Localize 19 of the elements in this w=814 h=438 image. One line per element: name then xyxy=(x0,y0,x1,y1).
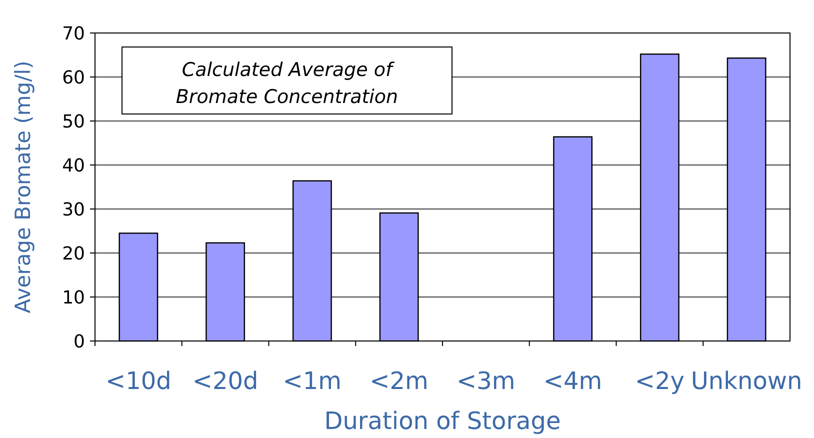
x-tick-label: <4m xyxy=(543,367,602,395)
x-tick-label: <3m xyxy=(456,367,516,395)
x-tick-label: <2y xyxy=(634,367,684,395)
y-tick-label: 30 xyxy=(62,199,85,220)
x-tick-label: <1m xyxy=(282,367,342,395)
x-tick-label: Unknown xyxy=(690,367,802,395)
x-tick-label: <20d xyxy=(192,367,258,395)
x-axis-title: Duration of Storage xyxy=(324,407,561,435)
y-tick-label: 60 xyxy=(62,67,85,88)
y-tick-label: 70 xyxy=(62,23,85,44)
y-tick-label: 20 xyxy=(62,243,85,264)
y-tick-label: 50 xyxy=(62,111,85,132)
y-tick-label: 0 xyxy=(74,331,85,352)
x-tick-label: <2m xyxy=(370,367,428,395)
x-tick-label: <10d xyxy=(105,367,172,395)
y-tick-label: 40 xyxy=(62,155,85,176)
y-axis-title: Average Bromate (mg/l) xyxy=(11,60,35,314)
y-tick-label: 10 xyxy=(62,287,85,308)
text: Calculated Average of Bromate Concentration xyxy=(176,59,398,108)
